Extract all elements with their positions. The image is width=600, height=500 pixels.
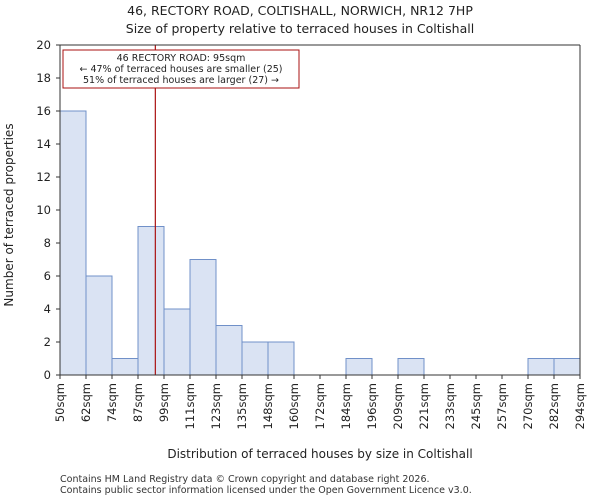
- annotation-line-3: 51% of terraced houses are larger (27) →: [83, 75, 279, 86]
- x-tick-label-50sqm: 50sqm: [53, 383, 67, 422]
- y-ticks-group: 0 2 4 6 8 10 12 14 16 18 20: [36, 38, 60, 382]
- bar-209sqm: [397, 358, 425, 376]
- annotation-line-2: ← 47% of terraced houses are smaller (25…: [79, 64, 282, 75]
- x-tick-label-184sqm: 184sqm: [339, 383, 353, 429]
- bar-99sqm: [163, 308, 191, 376]
- x-tick-label-282sqm: 282sqm: [547, 383, 561, 429]
- x-tick-label-196sqm: 196sqm: [365, 383, 379, 429]
- histogram-chart: 0 2 4 6 8 10 12 14 16 18 20 50sqm 62sqm 74sqm 87sqm 99…: [2, 38, 587, 461]
- x-tick-label-270sqm: 270sqm: [521, 383, 535, 429]
- x-tick-label-257sqm: 257sqm: [495, 383, 509, 429]
- x-tick-label-209sqm: 209sqm: [391, 383, 405, 429]
- bar-282sqm: [553, 358, 581, 376]
- x-tick-label-172sqm: 172sqm: [313, 383, 327, 429]
- x-tick-label-62sqm: 62sqm: [79, 383, 93, 422]
- bar-111sqm: [189, 259, 217, 376]
- bar-87sqm: [137, 226, 165, 376]
- y-tick-label-14: 14: [36, 137, 51, 151]
- y-tick-label-6: 6: [44, 269, 51, 283]
- x-tick-label-233sqm: 233sqm: [443, 383, 457, 429]
- chart-title: 46, RECTORY ROAD, COLTISHALL, NORWICH, N…: [127, 3, 473, 18]
- annotation-frame: [62, 49, 300, 89]
- y-tick-label-16: 16: [36, 104, 51, 118]
- bar-135sqm: [241, 341, 269, 376]
- y-tick-label-2: 2: [44, 335, 51, 349]
- x-tick-label-221sqm: 221sqm: [417, 383, 431, 429]
- bar-184sqm: [345, 358, 373, 376]
- footer-licence: Contains public sector information licen…: [60, 485, 472, 496]
- x-tick-label-245sqm: 245sqm: [469, 383, 483, 429]
- bar-50sqm: [59, 110, 87, 376]
- annotation-box: 46 RECTORY ROAD: 95sqm← 47% of terraced …: [62, 49, 300, 89]
- y-tick-label-12: 12: [36, 170, 51, 184]
- footer-copyright: Contains HM Land Registry data © Crown c…: [60, 474, 430, 485]
- bar-148sqm: [267, 341, 295, 376]
- x-tick-label-87sqm: 87sqm: [131, 383, 145, 422]
- y-tick-label-4: 4: [44, 302, 51, 316]
- annotation-line-1: 46 RECTORY ROAD: 95sqm: [117, 53, 246, 64]
- x-tick-label-111sqm: 111sqm: [183, 383, 197, 429]
- y-tick-label-20: 20: [36, 38, 51, 52]
- y-tick-label-10: 10: [36, 203, 51, 217]
- bar-123sqm: [215, 325, 243, 376]
- y-tick-label-8: 8: [44, 236, 51, 250]
- bar-270sqm: [527, 358, 555, 376]
- chart-subtitle: Size of property relative to terraced ho…: [125, 21, 475, 36]
- x-tick-label-160sqm: 160sqm: [287, 383, 301, 429]
- x-tick-label-99sqm: 99sqm: [157, 383, 171, 422]
- x-tick-label-148sqm: 148sqm: [261, 383, 275, 429]
- x-tick-label-123sqm: 123sqm: [209, 383, 223, 429]
- x-ticks-group: 50sqm 62sqm 74sqm 87sqm 99sqm 111sqm 123sqm 135…: [53, 375, 587, 429]
- y-tick-label-0: 0: [44, 368, 51, 382]
- x-tick-label-74sqm: 74sqm: [105, 383, 119, 422]
- y-axis-title: Number of terraced properties: [2, 123, 16, 306]
- y-tick-label-18: 18: [36, 71, 51, 85]
- x-axis-title: Distribution of terraced houses by size …: [167, 447, 472, 461]
- x-tick-label-135sqm: 135sqm: [235, 383, 249, 429]
- bar-74sqm: [111, 358, 139, 376]
- x-tick-label-294sqm: 294sqm: [573, 383, 587, 429]
- bars-group: [59, 110, 581, 376]
- bar-62sqm: [85, 275, 113, 376]
